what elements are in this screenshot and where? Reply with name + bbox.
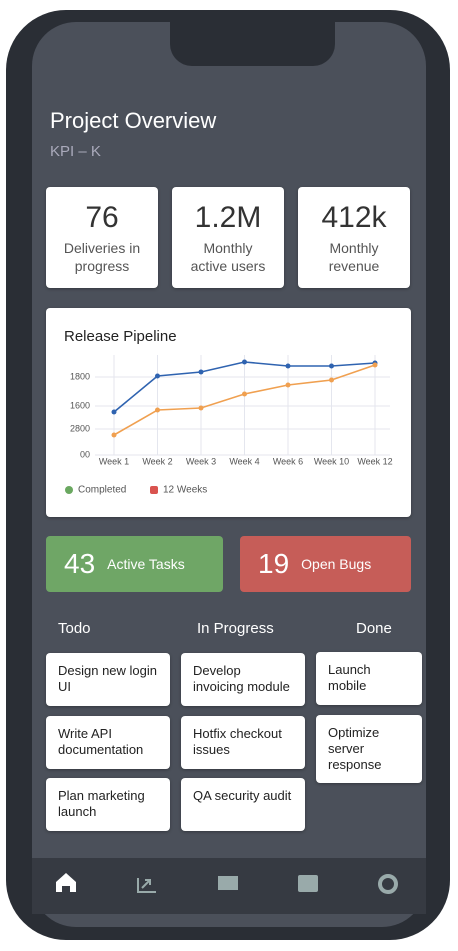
chart-icon[interactable]	[137, 878, 156, 893]
data-point	[198, 405, 204, 411]
legend-dot	[150, 486, 158, 494]
y-tick-label: 1800	[70, 371, 90, 381]
data-point	[242, 391, 247, 397]
kpi-label: Monthly active users	[190, 240, 266, 274]
y-tick-label: 2800	[70, 423, 90, 433]
data-point	[329, 363, 334, 369]
list-icon[interactable]	[298, 875, 318, 892]
title: Project Overview	[50, 108, 217, 133]
settings-icon[interactable]	[378, 874, 398, 894]
task-card[interactable]: Develop invoicing module	[181, 653, 305, 706]
stat-card: 43 Active Tasks	[46, 536, 223, 592]
chart-title: Release Pipeline	[64, 328, 177, 345]
stat-label: Open Bugs	[301, 556, 372, 572]
stat-label: Active Tasks	[107, 556, 185, 572]
kpi-value: 412k	[321, 201, 387, 234]
nav-icons	[56, 873, 398, 894]
subtitle: KPI – K	[50, 143, 101, 160]
task-card[interactable]: Launch mobile	[316, 652, 422, 705]
legend-label: Completed	[78, 485, 126, 496]
kpi-card: 1.2M Monthly active users	[172, 187, 284, 288]
x-tick-label: Week 10	[314, 456, 349, 466]
kpi-label: Monthly revenue	[328, 240, 380, 274]
task-card[interactable]: Plan marketing launch	[46, 778, 170, 831]
legend-dot	[65, 486, 73, 494]
task-card[interactable]: QA security audit	[181, 778, 305, 831]
x-tick-label: Week 2	[142, 456, 172, 466]
stat-value: 19	[258, 548, 290, 579]
stat-card: 19 Open Bugs	[240, 536, 411, 592]
kpi-value: 1.2M	[194, 201, 262, 234]
legend-label: 12 Weeks	[163, 485, 207, 496]
data-point	[111, 432, 117, 438]
chart: Completed 12 Weeks 00 2800 1600 1800 Week 1 W…	[65, 355, 393, 496]
y-tick-label: 1600	[70, 400, 90, 410]
data-point	[198, 369, 204, 375]
task-card[interactable]: Write API documentation	[46, 715, 170, 769]
data-point	[242, 359, 247, 365]
kpi-card: 412k Monthly revenue	[298, 187, 410, 288]
kpi-label: Deliveries in progress	[63, 240, 141, 274]
task-card[interactable]: Hotfix checkout issues	[181, 715, 305, 769]
data-point	[111, 409, 117, 415]
kpi-card: 76 Deliveries in progress	[46, 187, 158, 288]
data-point	[285, 382, 291, 388]
x-tick-label: Week 1	[99, 456, 129, 466]
home-icon[interactable]	[56, 873, 76, 892]
data-point	[372, 362, 378, 368]
stat-value: 43	[64, 548, 96, 579]
data-point	[285, 363, 291, 369]
column-title: In Progress	[197, 620, 274, 637]
column-title: Todo	[58, 620, 91, 637]
task-card[interactable]: Optimize server response	[316, 715, 422, 783]
x-tick-label: Week 12	[357, 456, 392, 466]
kpi-value: 76	[85, 201, 119, 234]
y-tick-label: 00	[80, 449, 90, 459]
x-tick-label: Week 4	[229, 456, 259, 466]
notch	[170, 22, 335, 66]
x-tick-label: Week 6	[273, 456, 303, 466]
data-point	[329, 377, 334, 383]
x-tick-label: Week 3	[186, 456, 216, 466]
column-title: Done	[356, 620, 392, 637]
chart-card: Release Pipeline Completed 12 Weeks 00 28…	[46, 308, 411, 517]
data-point	[155, 407, 160, 413]
task-card[interactable]: Design new login UI	[46, 653, 170, 706]
mail-icon[interactable]	[218, 876, 238, 890]
data-point	[155, 373, 160, 379]
bottom-nav	[32, 858, 426, 914]
